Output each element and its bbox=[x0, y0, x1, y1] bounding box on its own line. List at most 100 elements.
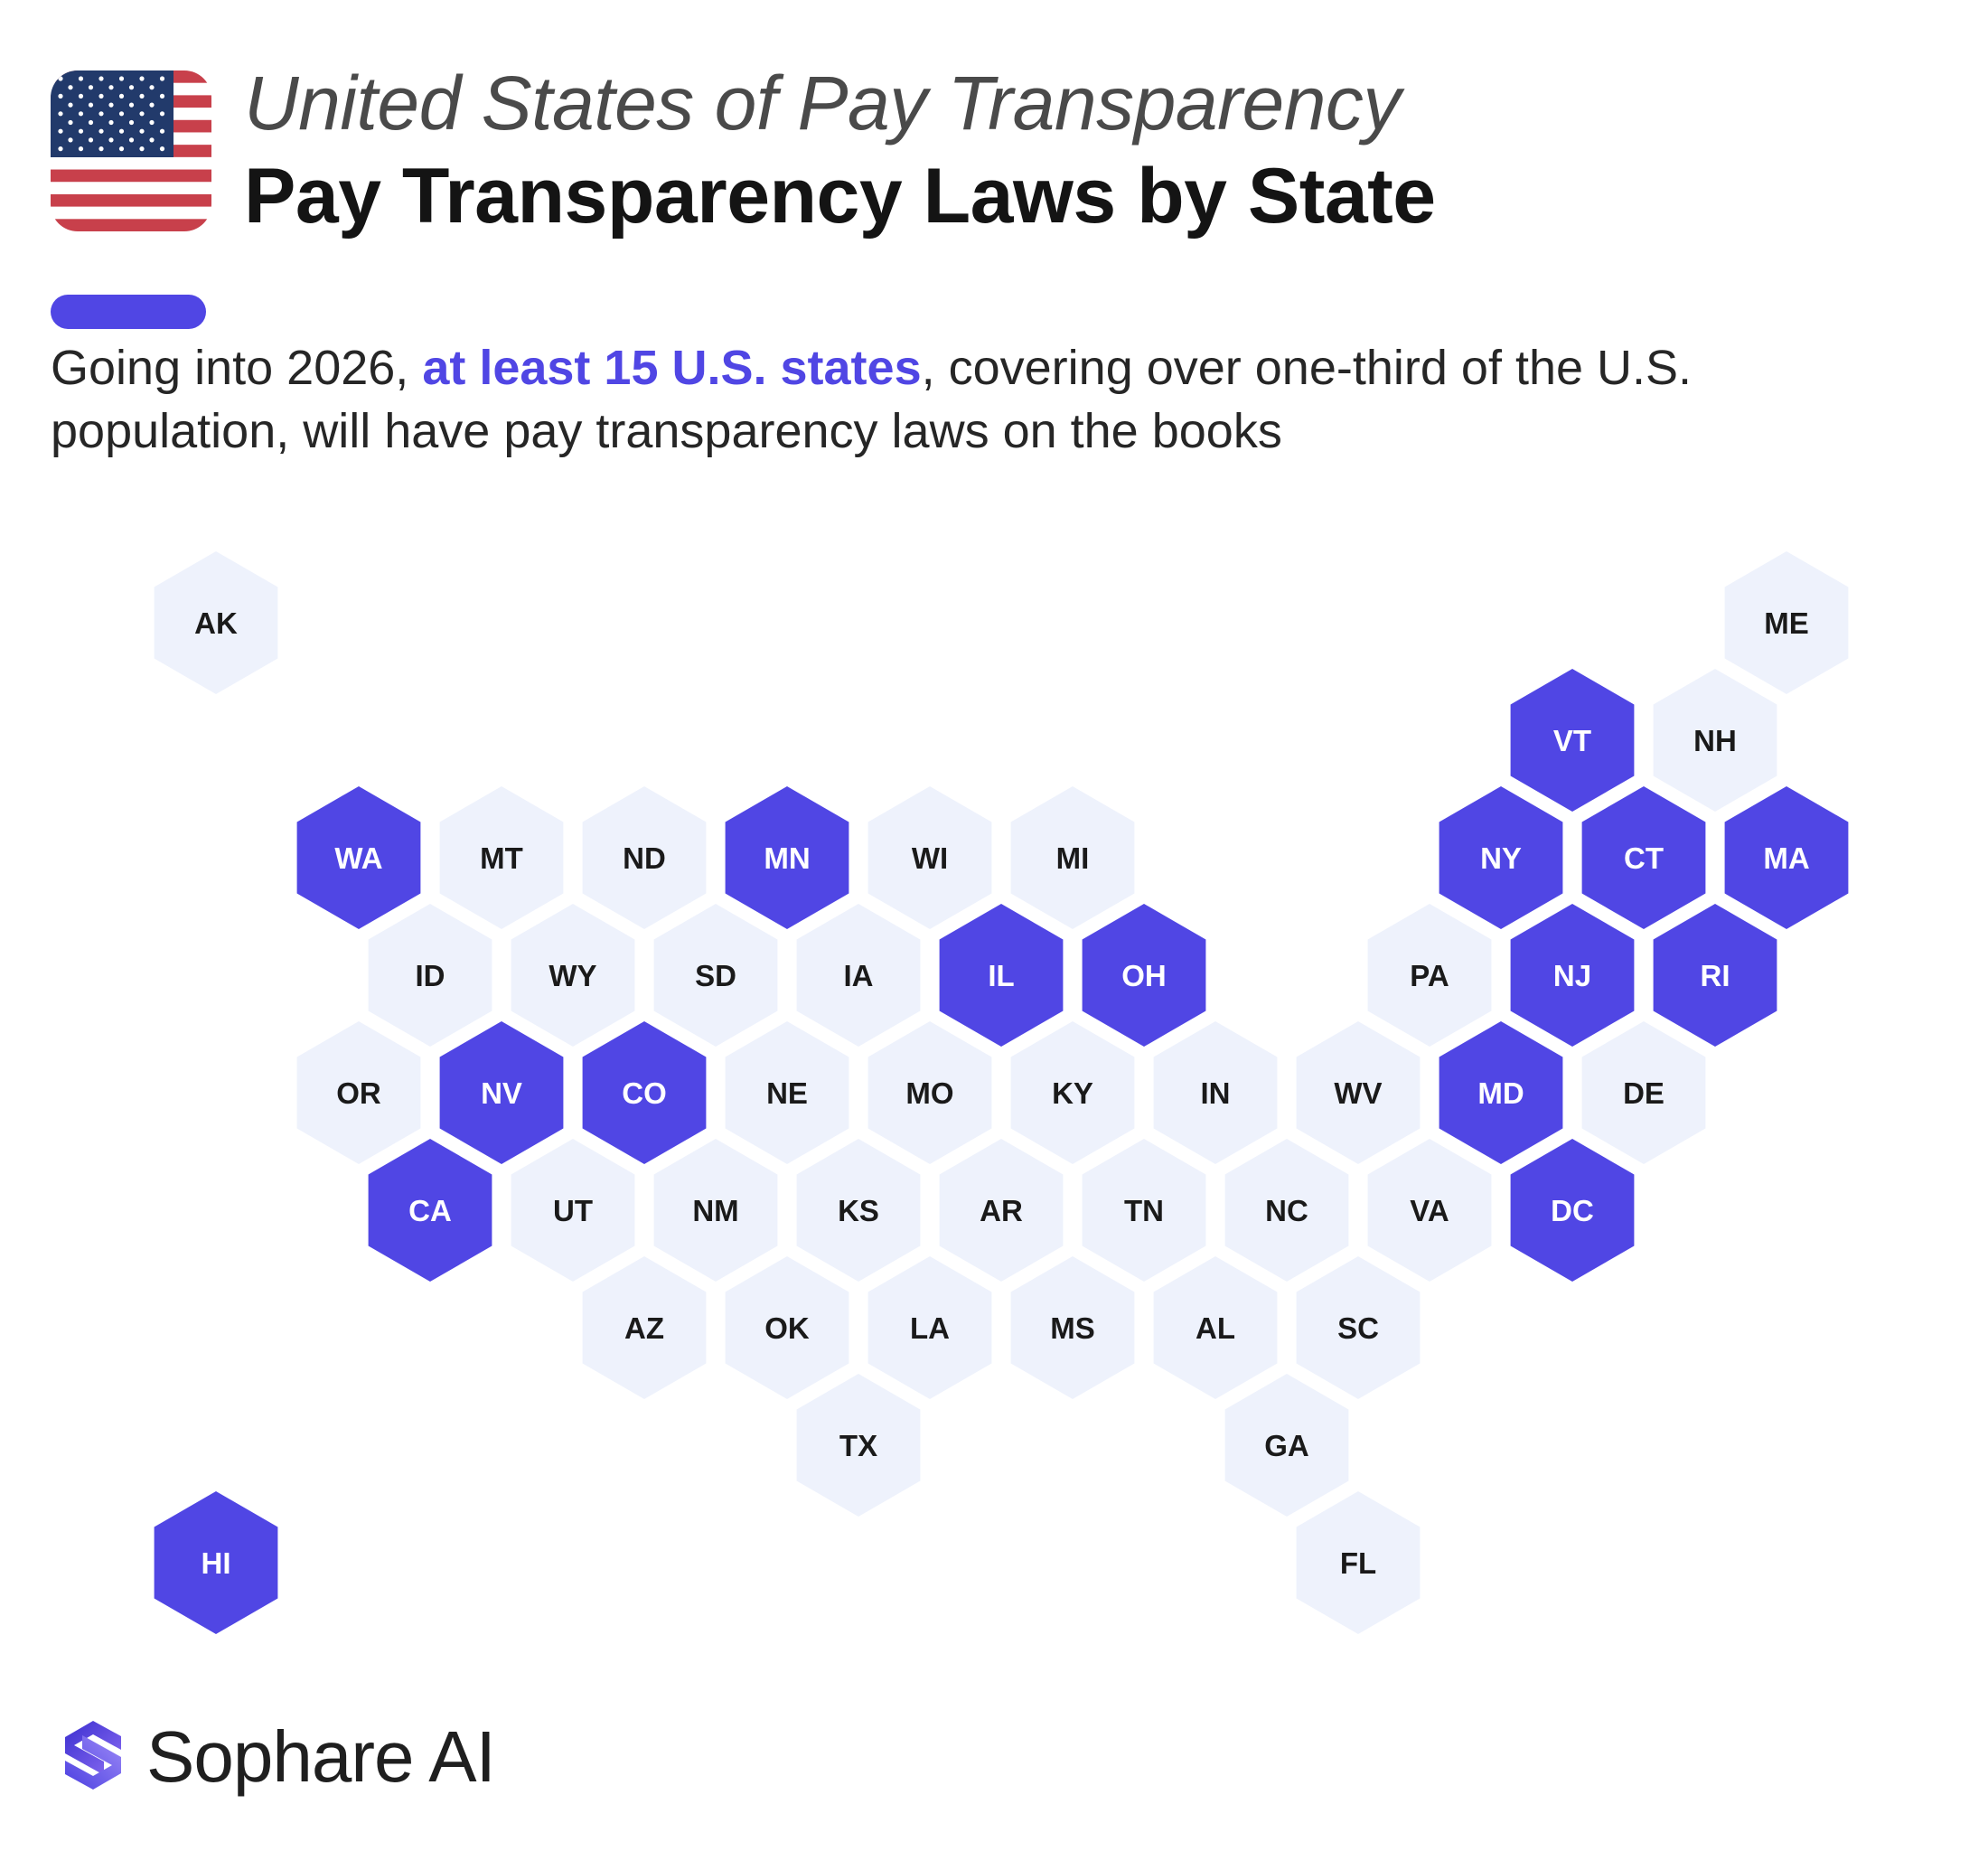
state-hex bbox=[511, 1139, 635, 1282]
state-tile-mn: MN bbox=[725, 786, 849, 929]
state-label: NC bbox=[1265, 1194, 1308, 1227]
flag-star bbox=[78, 128, 84, 134]
state-tile-az: AZ bbox=[582, 1256, 707, 1399]
state-hex bbox=[867, 786, 992, 929]
flag-star bbox=[128, 85, 135, 90]
state-tile-ar: AR bbox=[939, 1139, 1064, 1282]
state-tile-sd: SD bbox=[653, 904, 778, 1047]
state-label: MN bbox=[764, 841, 810, 875]
state-hex bbox=[439, 786, 564, 929]
state-label: MI bbox=[1056, 841, 1090, 875]
state-hex bbox=[1296, 1256, 1421, 1399]
state-hex bbox=[1439, 786, 1563, 929]
state-hex bbox=[796, 1139, 921, 1282]
state-label: OK bbox=[764, 1311, 810, 1345]
state-hex bbox=[1010, 1256, 1135, 1399]
state-hex bbox=[725, 1021, 849, 1164]
flag-star bbox=[118, 111, 125, 117]
flag-star bbox=[88, 102, 94, 108]
state-tile-id: ID bbox=[368, 904, 492, 1047]
state-label: RI bbox=[1701, 959, 1730, 992]
flag-star bbox=[88, 85, 94, 90]
state-label: VT bbox=[1553, 724, 1591, 757]
flag-stripe bbox=[51, 169, 211, 183]
state-tile-tn: TN bbox=[1082, 1139, 1206, 1282]
state-hex bbox=[296, 1021, 421, 1164]
state-hex bbox=[653, 1139, 778, 1282]
flag-star bbox=[78, 146, 84, 152]
state-hex bbox=[1510, 1139, 1635, 1282]
state-label: MS bbox=[1050, 1311, 1095, 1345]
state-label: NH bbox=[1693, 724, 1737, 757]
state-hex bbox=[511, 904, 635, 1047]
state-hex bbox=[368, 1139, 492, 1282]
flag-star bbox=[139, 128, 145, 134]
state-tile-wa: WA bbox=[296, 786, 421, 929]
flag-stripe bbox=[51, 219, 211, 231]
state-hex bbox=[1439, 1021, 1563, 1164]
sophare-logo-icon bbox=[65, 1721, 121, 1790]
state-hex bbox=[867, 1256, 992, 1399]
state-label: FL bbox=[1340, 1546, 1376, 1580]
flag-star bbox=[68, 137, 73, 143]
state-tile-ri: RI bbox=[1653, 904, 1777, 1047]
state-tile-or: OR bbox=[296, 1021, 421, 1164]
state-hex bbox=[439, 1021, 564, 1164]
state-tile-ma: MA bbox=[1724, 786, 1849, 929]
state-label: SD bbox=[695, 959, 736, 992]
state-tile-co: CO bbox=[582, 1021, 707, 1164]
state-hex bbox=[582, 786, 707, 929]
state-hex bbox=[1010, 1021, 1135, 1164]
state-tile-wy: WY bbox=[511, 904, 635, 1047]
state-label: WA bbox=[334, 841, 382, 875]
flag-star bbox=[98, 128, 104, 134]
state-label: KS bbox=[838, 1194, 879, 1227]
state-tile-vt: VT bbox=[1510, 669, 1635, 812]
flag-star bbox=[98, 93, 104, 99]
state-label: MD bbox=[1477, 1076, 1524, 1110]
state-label: PA bbox=[1410, 959, 1449, 992]
state-tile-oh: OH bbox=[1082, 904, 1206, 1047]
state-hex bbox=[867, 1021, 992, 1164]
flag-star bbox=[139, 93, 145, 99]
state-hex bbox=[154, 1491, 278, 1634]
state-label: KY bbox=[1052, 1076, 1093, 1110]
state-label: MT bbox=[480, 841, 523, 875]
state-hex bbox=[1082, 1139, 1206, 1282]
state-hex bbox=[1367, 904, 1492, 1047]
flag-star bbox=[149, 102, 155, 108]
state-tile-dc: DC bbox=[1510, 1139, 1635, 1282]
state-hex bbox=[1224, 1139, 1349, 1282]
state-hex bbox=[796, 904, 921, 1047]
state-hex bbox=[368, 904, 492, 1047]
flag-star bbox=[98, 111, 104, 117]
state-tile-in: IN bbox=[1153, 1021, 1278, 1164]
state-hex bbox=[939, 1139, 1064, 1282]
state-tile-mo: MO bbox=[867, 1021, 992, 1164]
flag-star bbox=[118, 93, 125, 99]
state-label: IA bbox=[844, 959, 874, 992]
flag-star bbox=[108, 137, 114, 143]
brand-name: Sophare AI bbox=[146, 1716, 496, 1797]
intro-text-before: Going into 2026, bbox=[51, 341, 423, 395]
state-label: VA bbox=[1410, 1194, 1449, 1227]
state-hex bbox=[939, 904, 1064, 1047]
flag-star bbox=[78, 93, 84, 99]
flag-star bbox=[159, 93, 165, 99]
state-tile-nd: ND bbox=[582, 786, 707, 929]
state-label: AZ bbox=[624, 1311, 664, 1345]
state-label: WI bbox=[912, 841, 948, 875]
state-label: HI bbox=[202, 1546, 231, 1580]
state-label: LA bbox=[910, 1311, 950, 1345]
state-hex bbox=[1724, 551, 1849, 694]
state-hex bbox=[1724, 786, 1849, 929]
state-tile-de: DE bbox=[1581, 1021, 1706, 1164]
state-label: IN bbox=[1201, 1076, 1231, 1110]
state-label: AL bbox=[1196, 1311, 1235, 1345]
accent-bar bbox=[51, 295, 206, 329]
state-hex bbox=[1581, 786, 1706, 929]
flag-star bbox=[108, 119, 114, 126]
state-tile-ky: KY bbox=[1010, 1021, 1135, 1164]
state-label: MO bbox=[905, 1076, 953, 1110]
